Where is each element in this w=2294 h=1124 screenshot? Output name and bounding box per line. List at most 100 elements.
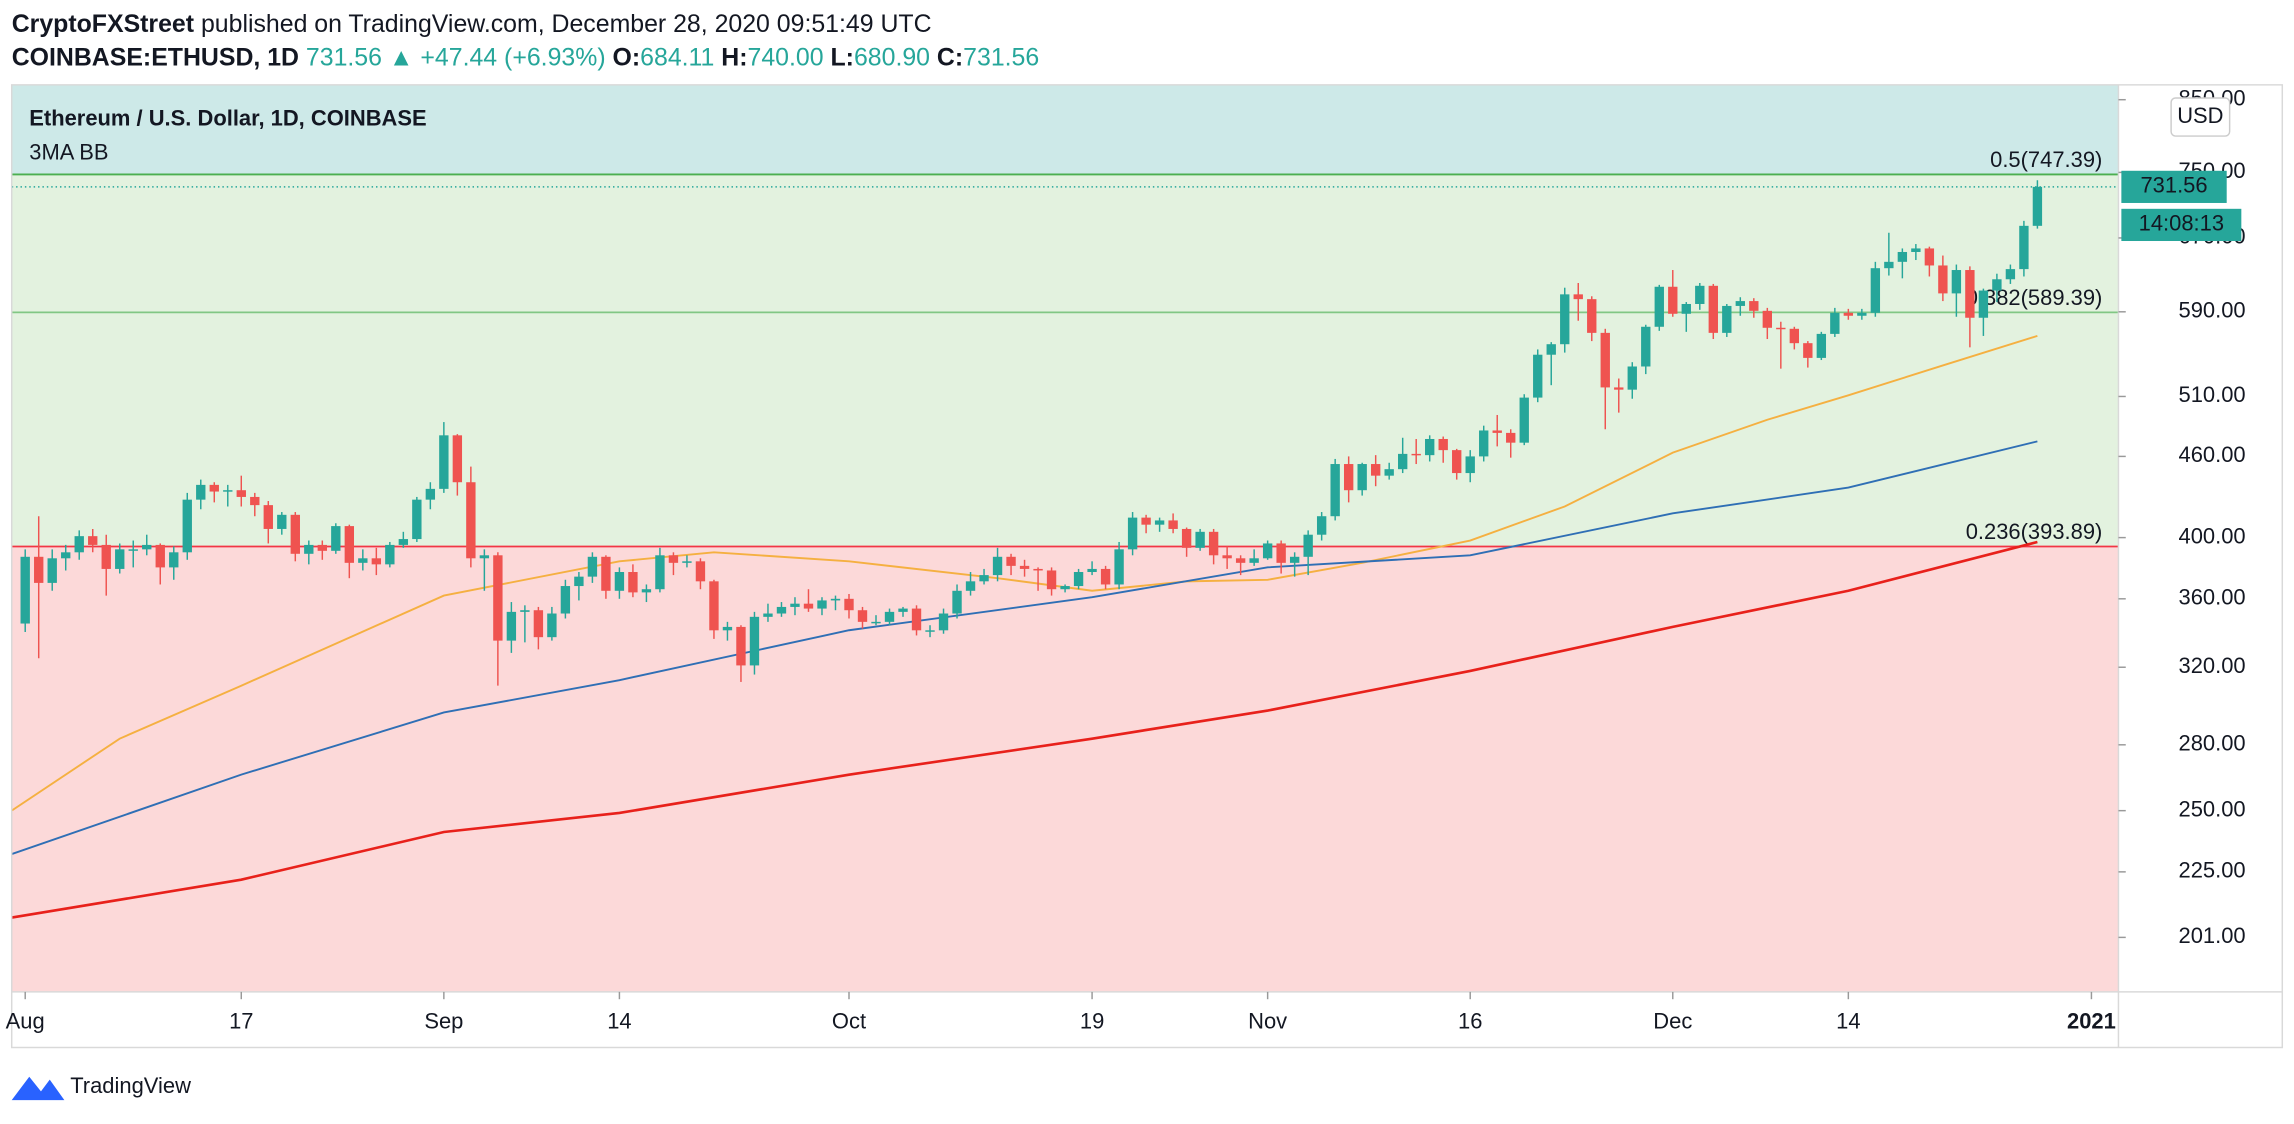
x-tick-label: 2021 (2067, 1008, 2116, 1033)
candle-body (830, 598, 841, 601)
currency-box[interactable] (2170, 97, 2231, 137)
x-tick-label: Aug (6, 1008, 45, 1033)
candle-body (763, 613, 773, 617)
candle-body (1519, 397, 1529, 443)
candle-body (101, 544, 111, 569)
candle-body (925, 630, 935, 632)
candle-body (1073, 572, 1084, 587)
candle-body (1316, 516, 1327, 535)
y-tick-label: 225.00 (2179, 858, 2246, 883)
candle-body (749, 616, 760, 666)
candle-body (1114, 549, 1124, 585)
brand: TradingView (70, 1073, 191, 1098)
candle-body (209, 484, 219, 492)
moving-average (11, 440, 2038, 855)
candle-body (1411, 453, 1421, 456)
candle-body (1506, 432, 1516, 443)
candle-body (1289, 556, 1300, 563)
symbol-line: COINBASE:ETHUSD, 1D 731.56 ▲ +47.44 (+6.… (12, 43, 1040, 71)
candle-body (169, 552, 179, 568)
low: 680.90 (854, 43, 930, 71)
countdown-box (2121, 208, 2242, 242)
candle-body (965, 581, 976, 591)
y-tick-label: 201.00 (2179, 923, 2246, 948)
candle-body (1195, 531, 1205, 548)
candle-body (1816, 333, 1827, 358)
candle-body (1857, 312, 1867, 316)
candle-body (479, 555, 490, 559)
open-label: O: (613, 43, 641, 71)
low-label: L: (830, 43, 853, 71)
candle-body (1668, 286, 1678, 314)
candle-body (1938, 265, 1948, 294)
candle-body (1884, 261, 1894, 269)
candle-body (263, 505, 273, 529)
candle-body (128, 549, 138, 551)
candle-body (506, 611, 517, 641)
candle-body (61, 552, 71, 559)
y-tick-label: 400.00 (2179, 523, 2246, 548)
candle-body (614, 572, 625, 591)
candle-body (425, 488, 436, 500)
last-price: 731.56 (2140, 173, 2207, 198)
candle-body (857, 610, 868, 622)
y-tick-label: 360.00 (2179, 585, 2246, 610)
candle-body (1978, 290, 1989, 318)
candle-body (1343, 464, 1354, 491)
candle-body (1006, 556, 1016, 566)
candle-body (1154, 520, 1165, 525)
y-tick-label: 510.00 (2179, 382, 2246, 407)
fib-label: 0.382(589.39) (1966, 285, 2103, 310)
candle-body (1614, 387, 1624, 390)
candle-body (1708, 285, 1718, 333)
candle-body (74, 536, 84, 553)
candle-body (277, 514, 287, 529)
moving-average (11, 540, 2038, 919)
candle-body (223, 490, 233, 492)
candle-body (1843, 312, 1854, 316)
candle-body (1425, 438, 1435, 456)
candle-body (1181, 528, 1192, 548)
candle-body (682, 561, 692, 563)
candle-body (668, 555, 679, 563)
candle-body (1465, 456, 1475, 474)
candle-body (1681, 303, 1691, 314)
candle-body (520, 610, 530, 612)
fib-label: 0.5(747.39) (1990, 147, 2102, 172)
candle-body (493, 555, 503, 641)
candle-body (533, 610, 544, 638)
candle-body (317, 544, 327, 551)
currency[interactable]: USD (2177, 103, 2223, 128)
candle-body (979, 575, 989, 582)
candle-body (1992, 279, 2002, 291)
candle-body (1100, 568, 1111, 585)
candle-body (952, 590, 962, 614)
candle-body (1046, 570, 1057, 590)
candle-body (115, 549, 125, 569)
candle-body (898, 608, 908, 612)
candle-body (1776, 327, 1786, 330)
candle-body (722, 626, 733, 631)
header-line: CryptoFXStreet published on TradingView.… (12, 9, 932, 37)
chart-title: Ethereum / U.S. Dollar, 1D, COINBASE (29, 106, 426, 131)
candle-body (844, 598, 854, 611)
x-tick-label: 17 (229, 1008, 253, 1033)
candle-body (1830, 312, 1840, 334)
zones: 0.5(747.39) 0.382(589.39) 0.236(393.89) (11, 84, 2119, 992)
candle-body (1627, 366, 1637, 390)
x-tick-label: 14 (607, 1008, 631, 1033)
candle-body (1695, 285, 1705, 304)
candle-body (655, 555, 665, 590)
x-tick-label: 16 (1458, 1008, 1482, 1033)
candle-body (20, 556, 30, 624)
candle-body (1479, 430, 1489, 457)
candle-body (1749, 301, 1759, 311)
candle-body (871, 621, 881, 624)
candle-body (587, 556, 598, 577)
high-label: H: (721, 43, 747, 71)
candle-body (1870, 268, 1881, 313)
indicator-name: 3MA BB (29, 139, 108, 164)
candle-body (1951, 270, 1962, 294)
zone (11, 312, 2119, 547)
